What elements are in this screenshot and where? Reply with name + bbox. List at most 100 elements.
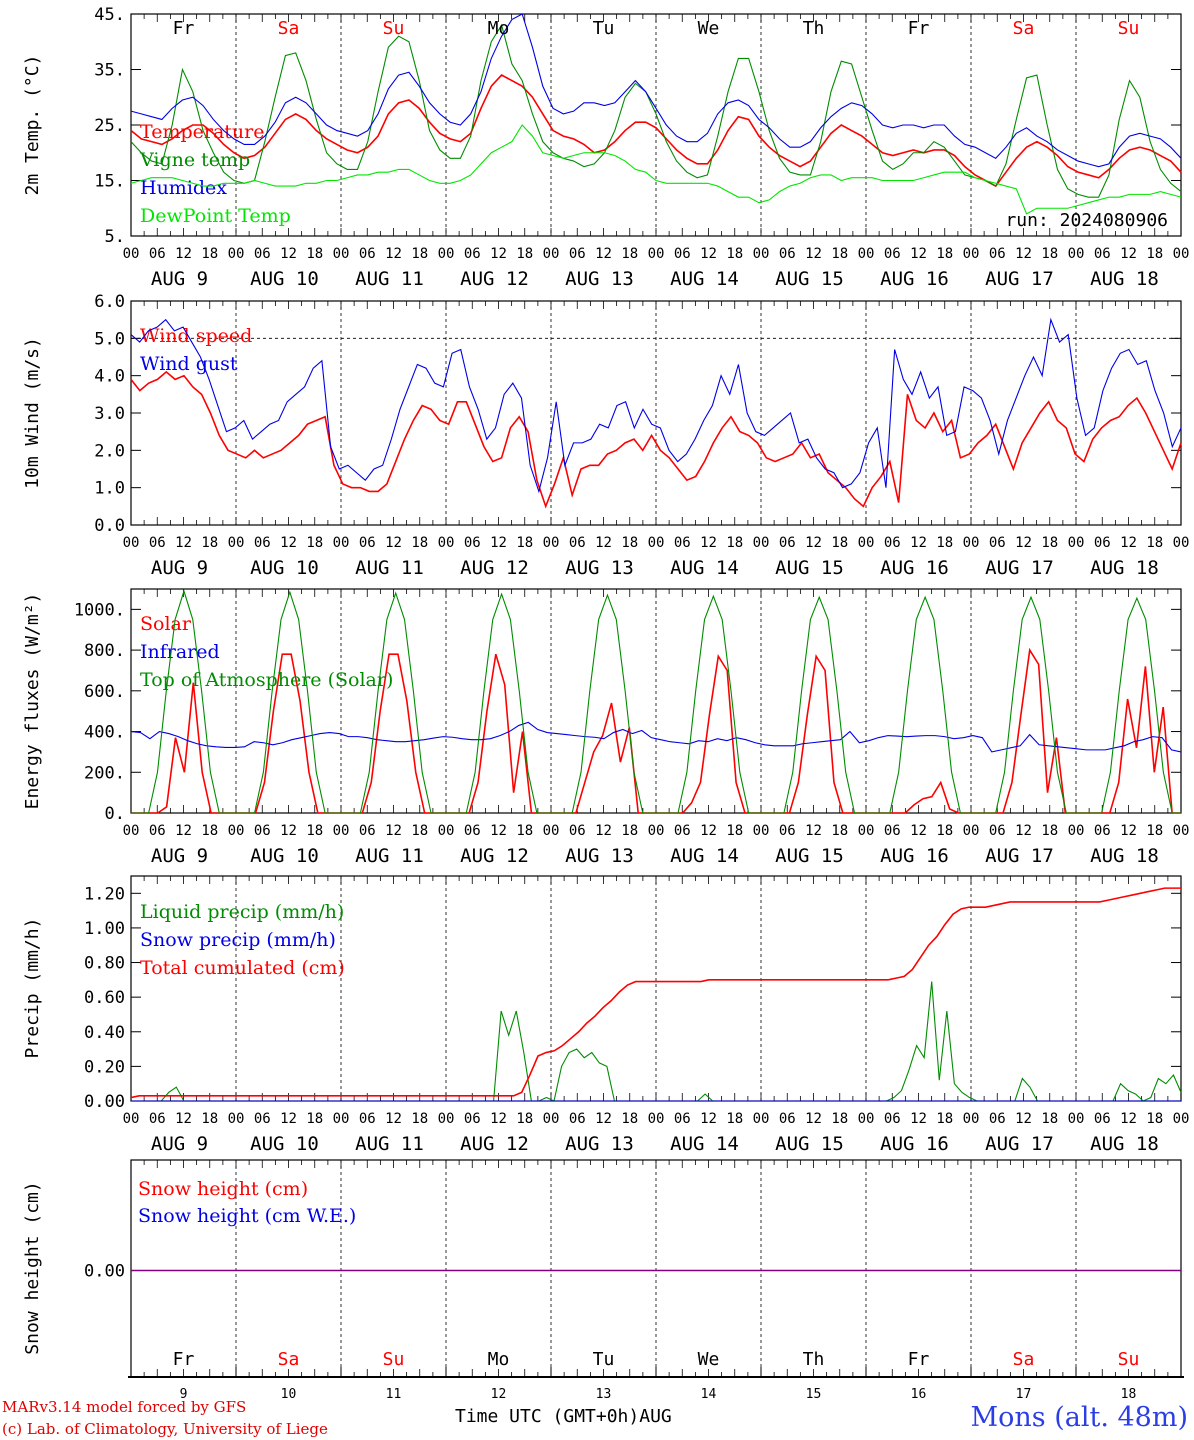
- hour-tick-label: 06: [779, 1111, 796, 1127]
- hour-tick-label: 00: [543, 246, 560, 262]
- hour-tick-label: 00: [963, 535, 980, 551]
- hour-tick-label: 06: [359, 823, 376, 839]
- hour-tick-label: 12: [910, 535, 927, 551]
- hour-tick-label: 12: [1120, 823, 1137, 839]
- hour-tick-label: 18: [621, 1111, 638, 1127]
- day-date-label: AUG 15: [775, 1133, 844, 1155]
- hour-tick-label: 06: [674, 246, 691, 262]
- hour-tick-label: 12: [700, 823, 717, 839]
- weekday-label: Mo: [488, 18, 510, 39]
- hour-tick-label: 00: [1068, 1111, 1085, 1127]
- hour-tick-label: 18: [1146, 246, 1163, 262]
- x-axis-title: Time UTC (GMT+0h)AUG: [455, 1406, 672, 1427]
- day-date-label: AUG 18: [1090, 845, 1159, 867]
- hour-tick-label: 18: [306, 246, 323, 262]
- weekday-label: Su: [1118, 1349, 1140, 1370]
- y-tick-label: 600.: [84, 682, 125, 702]
- day-date-label: AUG 11: [355, 845, 424, 867]
- weekday-label: Fr: [173, 1349, 195, 1370]
- weekday-label: Th: [803, 18, 825, 39]
- hour-tick-label: 00: [228, 823, 245, 839]
- hour-tick-label: 18: [1041, 823, 1058, 839]
- legend-infrared: Infrared: [140, 641, 220, 663]
- weekday-label: Sa: [278, 1349, 300, 1370]
- hour-tick-label: 06: [674, 1111, 691, 1127]
- hour-tick-label: 12: [805, 1111, 822, 1127]
- hour-tick-label: 06: [464, 1111, 481, 1127]
- hour-tick-label: 18: [201, 535, 218, 551]
- legend-snow-height-cm-w-e: Snow height (cm W.E.): [138, 1205, 356, 1227]
- y-tick-label: 2.0: [94, 441, 125, 461]
- hour-tick-label: 00: [648, 535, 665, 551]
- hour-tick-label: 06: [989, 823, 1006, 839]
- hour-tick-label: 00: [858, 535, 875, 551]
- hour-tick-label: 00: [858, 246, 875, 262]
- y-tick-label: 45.: [94, 5, 125, 25]
- hour-tick-label: 00: [228, 535, 245, 551]
- hour-tick-label: 18: [411, 1111, 428, 1127]
- hour-tick-label: 06: [359, 246, 376, 262]
- hour-tick-label: 12: [595, 535, 612, 551]
- day-date-label: AUG 14: [670, 268, 739, 290]
- hour-tick-label: 18: [1041, 1111, 1058, 1127]
- day-number-label: 14: [701, 1387, 717, 1402]
- hour-tick-label: 06: [569, 1111, 586, 1127]
- day-date-label: AUG 9: [151, 845, 208, 867]
- y-tick-label: 0.00: [84, 1092, 125, 1112]
- hour-tick-label: 00: [753, 1111, 770, 1127]
- y-tick-label: 800.: [84, 641, 125, 661]
- hour-tick-label: 12: [1015, 1111, 1032, 1127]
- hour-tick-label: 18: [831, 1111, 848, 1127]
- hour-tick-label: 06: [989, 1111, 1006, 1127]
- hour-tick-label: 12: [595, 823, 612, 839]
- hour-tick-label: 12: [595, 1111, 612, 1127]
- legend-liquid-precip-mm-h: Liquid precip (mm/h): [140, 901, 344, 923]
- hour-tick-label: 00: [963, 1111, 980, 1127]
- weekday-label: Sa: [278, 18, 300, 39]
- day-date-label: AUG 16: [880, 268, 949, 290]
- hour-tick-label: 18: [1041, 535, 1058, 551]
- day-date-label: AUG 15: [775, 268, 844, 290]
- hour-tick-label: 18: [621, 246, 638, 262]
- hour-tick-label: 00: [228, 1111, 245, 1127]
- weekday-label: Su: [383, 1349, 405, 1370]
- hour-tick-label: 06: [884, 823, 901, 839]
- day-date-label: AUG 18: [1090, 557, 1159, 579]
- hour-tick-label: 06: [674, 823, 691, 839]
- hour-tick-label: 18: [1146, 1111, 1163, 1127]
- hour-tick-label: 18: [516, 246, 533, 262]
- hour-tick-label: 00: [1173, 1111, 1190, 1127]
- y-tick-label: 1.00: [84, 919, 125, 939]
- y-tick-label: 4.0: [94, 367, 125, 387]
- hour-tick-label: 12: [280, 1111, 297, 1127]
- hour-tick-label: 12: [175, 1111, 192, 1127]
- hour-tick-label: 06: [359, 1111, 376, 1127]
- day-date-label: AUG 13: [565, 557, 634, 579]
- hour-tick-label: 12: [385, 1111, 402, 1127]
- hour-tick-label: 18: [201, 823, 218, 839]
- hour-tick-label: 12: [490, 1111, 507, 1127]
- day-number-label: 15: [806, 1387, 822, 1402]
- hour-tick-label: 18: [411, 535, 428, 551]
- y-axis-title: 2m Temp. (°C): [22, 55, 43, 196]
- hour-tick-label: 00: [333, 246, 350, 262]
- day-date-label: AUG 9: [151, 268, 208, 290]
- location-label: Mons (alt. 48m): [970, 1402, 1188, 1433]
- hour-tick-label: 00: [753, 823, 770, 839]
- weekday-label: Mo: [488, 1349, 510, 1370]
- hour-tick-label: 12: [805, 535, 822, 551]
- hour-tick-label: 00: [753, 535, 770, 551]
- hour-tick-label: 12: [805, 246, 822, 262]
- day-date-label: AUG 18: [1090, 268, 1159, 290]
- hour-tick-label: 06: [254, 246, 271, 262]
- hour-tick-label: 06: [464, 535, 481, 551]
- hour-tick-label: 06: [1094, 535, 1111, 551]
- hour-tick-label: 00: [123, 246, 140, 262]
- day-number-label: 18: [1121, 1387, 1137, 1402]
- hour-tick-label: 12: [1120, 535, 1137, 551]
- hour-tick-label: 06: [779, 823, 796, 839]
- legend-vigne-temp: Vigne temp: [139, 149, 250, 171]
- hour-tick-label: 00: [123, 1111, 140, 1127]
- hour-tick-label: 00: [1068, 535, 1085, 551]
- hour-tick-label: 12: [700, 535, 717, 551]
